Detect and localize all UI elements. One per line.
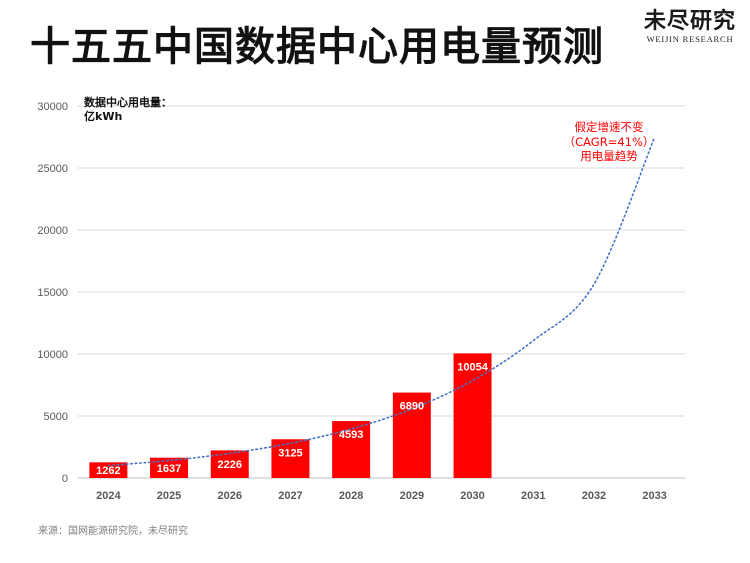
data-label: 1637 (157, 463, 181, 475)
x-tick-label: 2033 (642, 490, 666, 502)
trend-annotation: 假定增速不变（CAGR=41%）用电量趋势 (564, 120, 655, 163)
data-label: 3125 (278, 447, 302, 459)
y-tick-label: 15000 (37, 287, 68, 299)
bar (150, 457, 189, 478)
y-axis-ticks: 0 5000 10000 15000 20000 25000 30000 (37, 101, 68, 485)
trendline-group (107, 136, 656, 467)
y-tick-label: 0 (62, 473, 68, 485)
annotation-line: 用电量趋势 (580, 149, 638, 163)
x-tick-label: 2024 (96, 490, 121, 502)
data-label: 10054 (457, 361, 488, 373)
y-tick-label: 5000 (44, 411, 68, 423)
y-tick-label: 30000 (37, 101, 68, 113)
data-label: 4593 (339, 429, 363, 441)
logo-english-name: WEIJIN RESEARCH (646, 34, 734, 44)
bar (89, 462, 128, 478)
y-tick-label: 25000 (37, 163, 68, 175)
x-tick-label: 2032 (582, 490, 606, 502)
y-axis-unit: 亿kWh (84, 109, 122, 123)
page-title: 十五五中国数据中心用电量预测 (30, 24, 604, 70)
y-tick-label: 10000 (37, 349, 68, 361)
bars (89, 353, 492, 478)
x-axis-ticks: 2024 2025 2026 2027 2028 2029 2030 2031 2032 2033 (96, 490, 667, 502)
x-tick-label: 2025 (157, 490, 181, 502)
data-label: 1262 (96, 465, 120, 477)
data-label: 2226 (218, 459, 242, 471)
x-tick-label: 2027 (278, 490, 302, 502)
annotation-line: 假定增速不变 (575, 120, 644, 134)
bar (332, 421, 371, 478)
x-tick-label: 2028 (339, 490, 363, 502)
y-axis-label: 数据中心用电量： (84, 95, 172, 109)
brand-logo: 未尽研究 WEIJIN RESEARCH (640, 8, 740, 44)
gridlines (78, 105, 685, 479)
source-note: 来源：国网能源研究院，未尽研究 (38, 526, 188, 537)
data-label: 6890 (400, 401, 424, 413)
x-tick-label: 2030 (460, 490, 484, 502)
x-tick-label: 2031 (521, 490, 545, 502)
logo-chinese-name: 未尽研究 (643, 8, 736, 34)
data-labels: 1262 1637 2226 3125 4593 6890 10054 (96, 361, 489, 477)
y-tick-label: 20000 (37, 225, 68, 237)
annotation-line: （CAGR=41%） (564, 135, 655, 149)
x-tick-label: 2026 (218, 490, 242, 502)
bar (392, 392, 431, 478)
trendline (107, 136, 656, 467)
x-tick-label: 2029 (400, 490, 424, 502)
